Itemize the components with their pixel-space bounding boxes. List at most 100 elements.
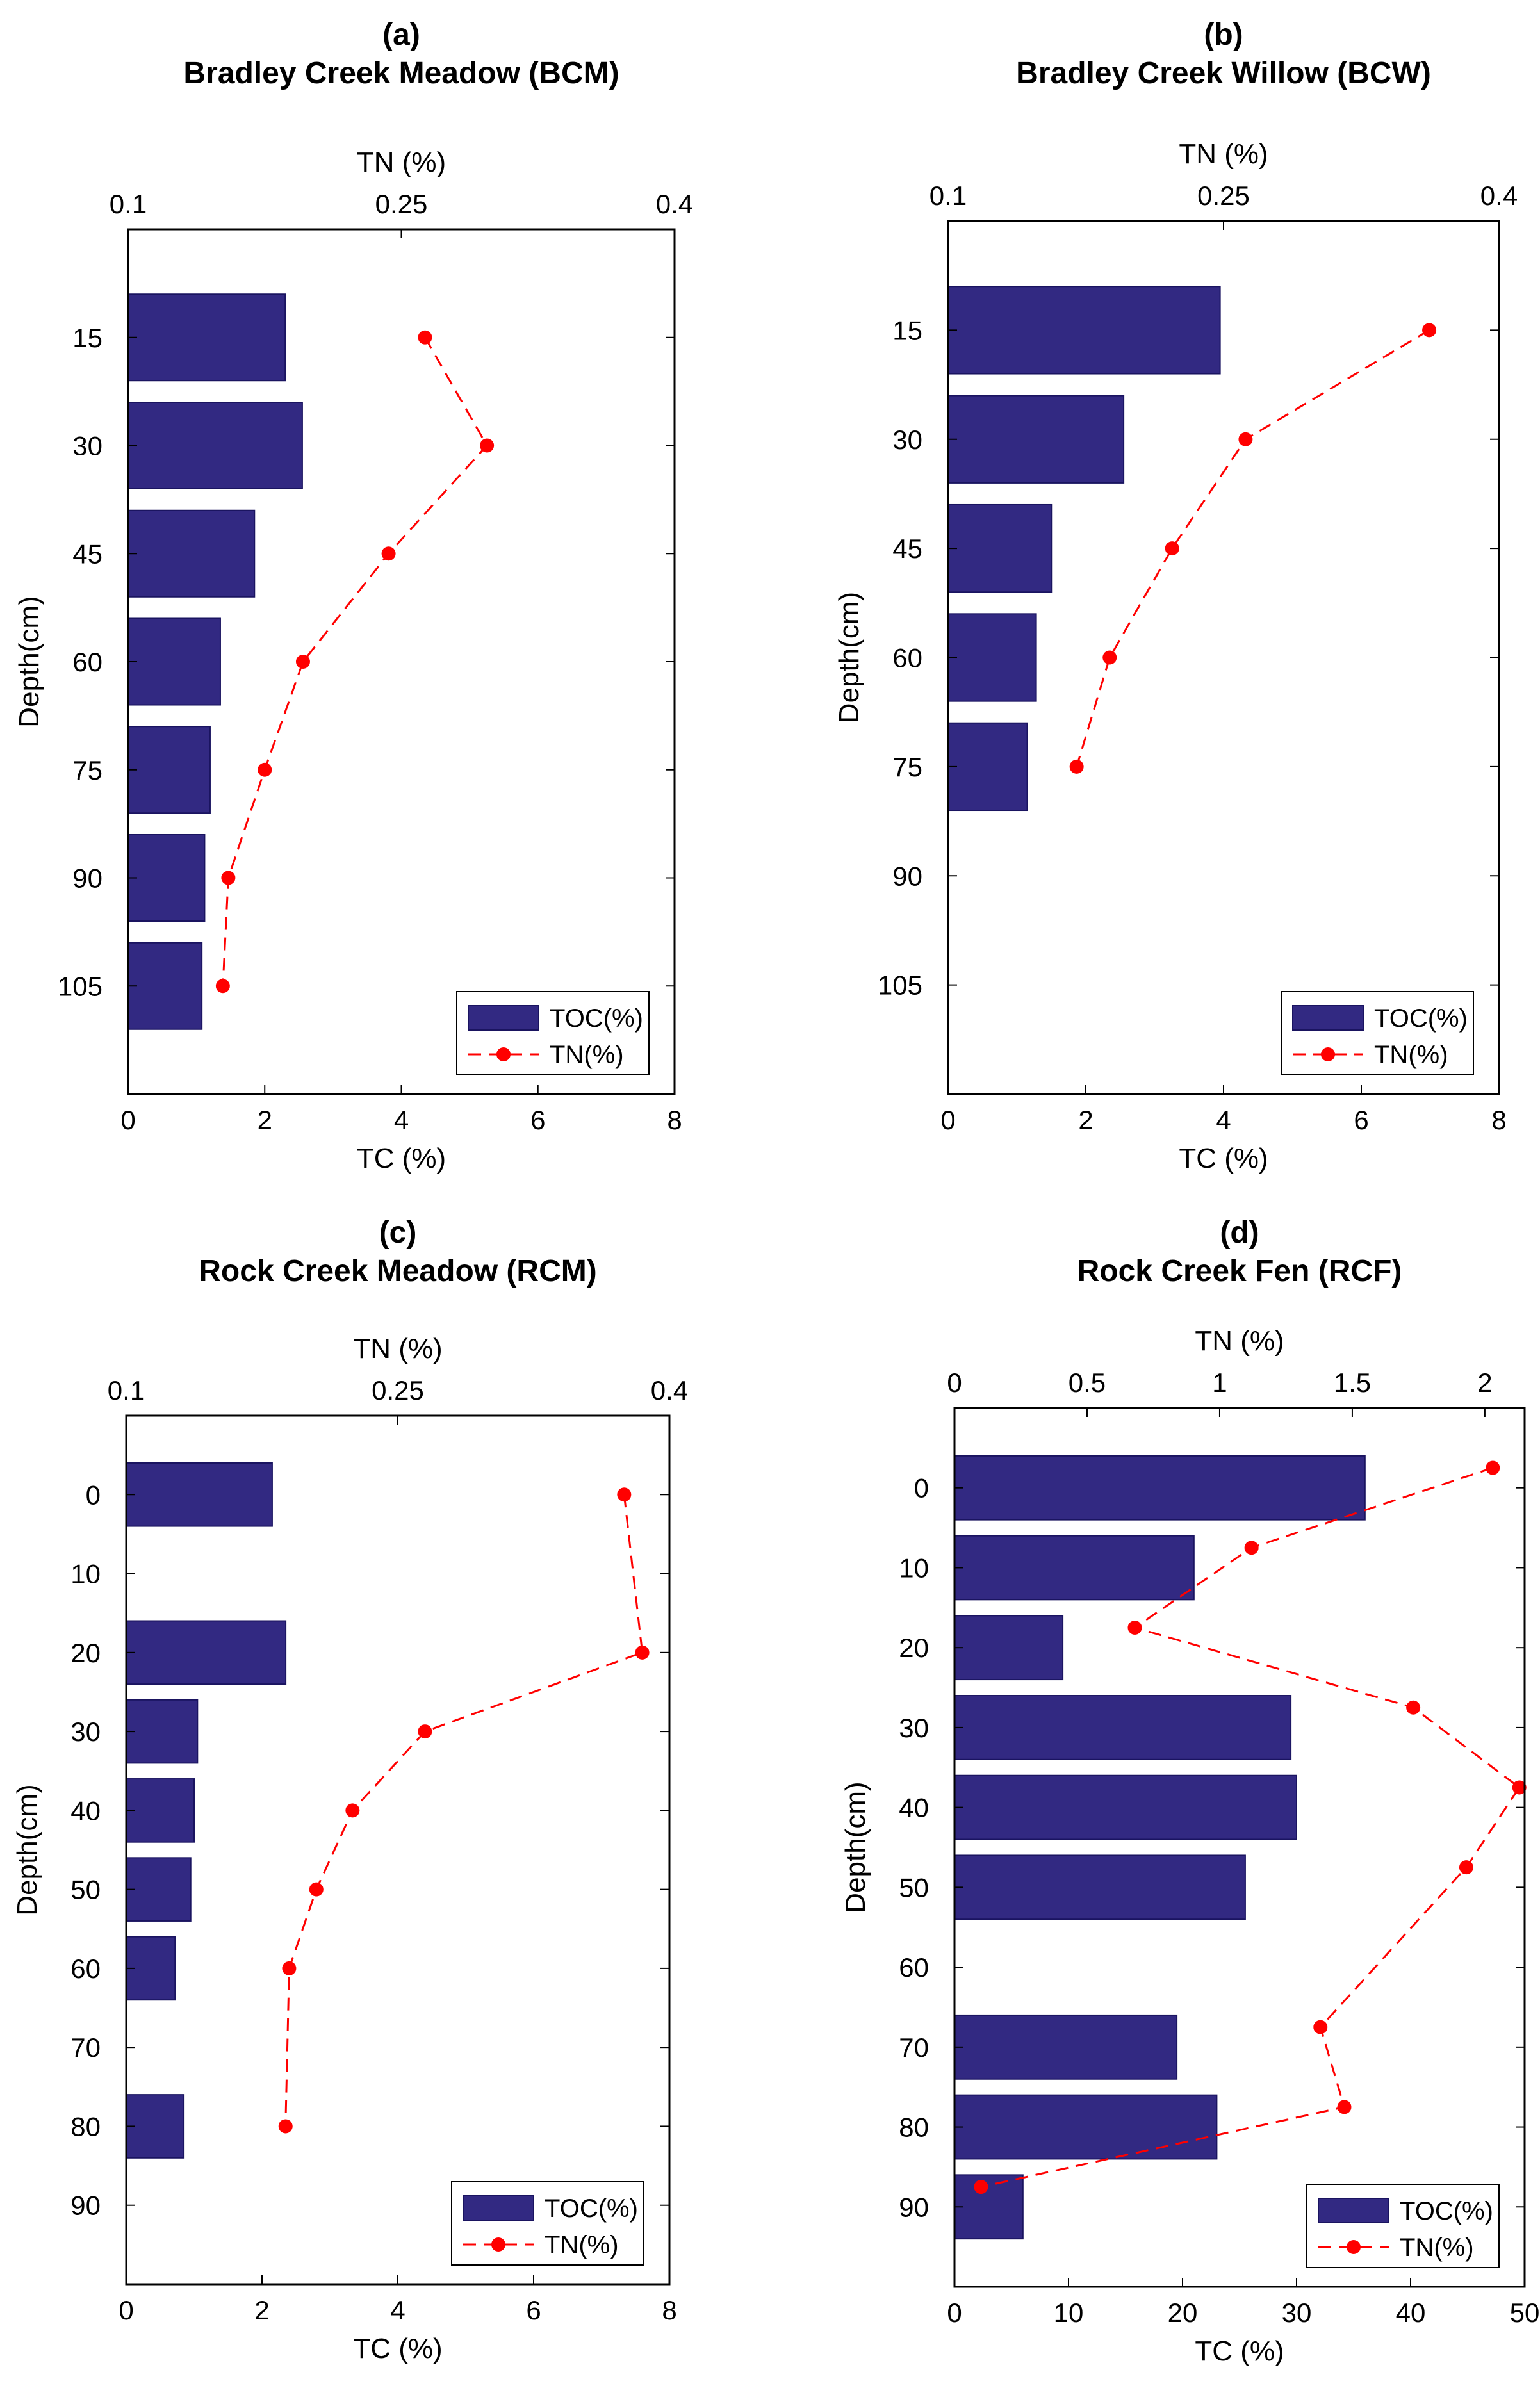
toc-bar (127, 726, 211, 814)
top-tick-label: 0.25 (1197, 181, 1250, 211)
toc-bar (954, 1695, 1292, 1760)
legend-toc-label: TOC(%) (1374, 1004, 1468, 1033)
legend: TOC(%) TN(%) (451, 2181, 644, 2266)
top-axis-label: TN (%) (1195, 1325, 1284, 1357)
legend-toc-swatch (1292, 1005, 1364, 1031)
top-tick-label: 0.25 (375, 189, 428, 219)
top-tick-label: 2 (1477, 1368, 1492, 1398)
panel-title: Bradley Creek Willow (BCW) (1016, 56, 1431, 90)
bottom-tick-label: 20 (1168, 2298, 1198, 2328)
toc-bar (947, 503, 1053, 593)
toc-bar (954, 1774, 1297, 1840)
depth-tick-label: 20 (70, 1638, 101, 1668)
top-axis-label: TN (%) (357, 147, 446, 178)
legend-tn-label: TN(%) (1374, 1041, 1448, 1069)
legend-toc-label: TOC(%) (550, 1004, 643, 1033)
tn-point (1244, 1541, 1259, 1555)
bottom-tick-label: 8 (1491, 1105, 1506, 1135)
bottom-axis-label: TC (%) (1195, 2335, 1284, 2367)
toc-bar (126, 1857, 192, 1922)
depth-tick-label: 60 (892, 643, 922, 673)
depth-tick-label: 0 (86, 1480, 101, 1510)
y-axis-label: Depth(cm) (840, 1781, 871, 1913)
bottom-tick-label: 0 (119, 2295, 133, 2325)
toc-bar (127, 942, 203, 1030)
top-tick-label: 0.4 (656, 189, 693, 219)
tn-point (1459, 1860, 1473, 1875)
bottom-axis-label: TC (%) (357, 1143, 446, 1174)
legend-tn-label: TN(%) (545, 2231, 619, 2259)
depth-tick-label: 50 (899, 1872, 929, 1902)
bottom-tick-label: 50 (1510, 2298, 1540, 2328)
toc-bar (947, 286, 1221, 375)
toc-bar (127, 402, 303, 489)
legend-tn-label: TN(%) (1400, 2234, 1474, 2262)
panel-title: Rock Creek Fen (RCF) (1077, 1254, 1402, 1288)
depth-tick-label: 60 (72, 647, 102, 677)
toc-bar (127, 293, 286, 382)
panel-title: Rock Creek Meadow (RCM) (199, 1254, 596, 1288)
depth-tick-label: 40 (899, 1793, 929, 1823)
y-axis-label: Depth(cm) (13, 596, 45, 727)
top-tick-label: 0.1 (108, 1375, 145, 1405)
bottom-tick-label: 4 (394, 1105, 409, 1135)
panel-a: (a) Bradley Creek Meadow (BCM) TN (%) 0.1 0.… (13, 18, 693, 1174)
depth-tick-label: 10 (70, 1559, 101, 1589)
bottom-tick-label: 4 (1216, 1105, 1231, 1135)
toc-bar (954, 1854, 1246, 1920)
tn-point (278, 2119, 293, 2134)
depth-tick-label: 105 (878, 970, 922, 1001)
panel-b: (b) Bradley Creek Willow (BCW) TN (%) 0.1 0.… (833, 18, 1518, 1174)
tn-point (418, 1724, 432, 1739)
bottom-tick-label: 40 (1396, 2298, 1426, 2328)
depth-tick-label: 70 (70, 2032, 101, 2063)
bottom-tick-label: 0 (947, 2298, 962, 2328)
depth-tick-label: 70 (899, 2032, 929, 2063)
bottom-tick-label: 6 (1354, 1105, 1368, 1135)
toc-bar (947, 395, 1125, 484)
legend: TOC(%) TN(%) (456, 991, 650, 1075)
tn-point (221, 871, 236, 885)
bottom-tick-label: 2 (254, 2295, 269, 2325)
top-tick-label: 0.25 (372, 1375, 424, 1405)
tn-point (282, 1961, 297, 1975)
toc-bar (126, 1778, 195, 1843)
tn-point (1238, 432, 1253, 446)
legend-toc-swatch (463, 2195, 534, 2221)
legend-tn-marker (496, 1047, 511, 1061)
bottom-tick-label: 8 (662, 2295, 676, 2325)
depth-tick-label: 80 (70, 2111, 101, 2141)
toc-bar (954, 2174, 1024, 2240)
depth-tick-label: 10 (899, 1553, 929, 1583)
toc-bar (954, 2094, 1218, 2160)
top-tick-label: 0 (947, 1368, 962, 1398)
bottom-tick-label: 4 (390, 2295, 405, 2325)
toc-bar (947, 722, 1028, 812)
toc-bar (954, 1455, 1366, 1521)
toc-bar (126, 1620, 287, 1685)
toc-bar (954, 2014, 1178, 2080)
tn-series-line (1076, 329, 1430, 767)
depth-tick-label: 60 (70, 1954, 101, 1984)
depth-tick-label: 90 (899, 2192, 929, 2222)
panel-c: (c) Rock Creek Meadow (RCM) TN (%) 0.1 0.25 0… (12, 1216, 688, 2364)
bottom-axis-label: TC (%) (1179, 1143, 1268, 1174)
legend-toc-label: TOC(%) (1400, 2197, 1493, 2225)
top-tick-label: 0.4 (1480, 181, 1518, 211)
depth-tick-label: 45 (892, 534, 922, 564)
tn-point (381, 546, 396, 561)
tn-point (635, 1645, 650, 1660)
legend-tn-marker (1321, 1047, 1335, 1061)
panel-label: (d) (1220, 1216, 1259, 1250)
top-tick-label: 1.5 (1334, 1368, 1371, 1398)
depth-tick-label: 30 (892, 425, 922, 455)
depth-tick-label: 30 (70, 1717, 101, 1747)
top-tick-label: 0.1 (110, 189, 147, 219)
y-axis-label: Depth(cm) (833, 592, 865, 723)
tn-series-line (284, 1494, 644, 2127)
top-tick-label: 1 (1212, 1368, 1227, 1398)
toc-bar (954, 1615, 1064, 1681)
toc-bar (126, 1699, 199, 1764)
legend-tn-marker (491, 2237, 505, 2252)
